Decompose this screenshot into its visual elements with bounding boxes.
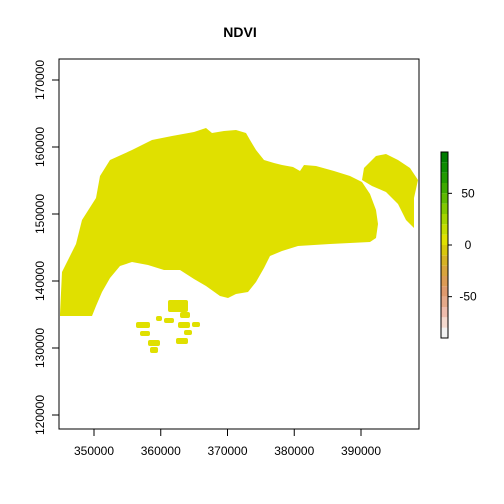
legend-color-bin [441, 203, 448, 214]
x-tick-label: 390000 [341, 444, 381, 458]
southern-islet [150, 347, 158, 353]
y-tick-label: 170000 [33, 60, 47, 100]
southern-islet [176, 338, 188, 344]
legend-color-bin [441, 317, 448, 328]
legend-tick-label: 50 [461, 186, 475, 200]
legend-tick-label: 0 [465, 238, 472, 252]
legend-color-bin [441, 162, 448, 173]
southern-islet [184, 330, 192, 335]
legend-color-bin [441, 265, 448, 276]
southern-islet [192, 322, 200, 327]
legend-color-bin [441, 296, 448, 307]
east-land-area [362, 154, 418, 228]
legend-color-bin [441, 193, 448, 204]
legend-color-bin [441, 234, 448, 245]
southern-islet [140, 331, 150, 336]
legend-tick-label: -50 [459, 290, 477, 304]
y-tick-label: 120000 [33, 395, 47, 435]
y-tick-label: 150000 [33, 194, 47, 234]
legend-color-bin [441, 152, 448, 163]
x-tick-label: 380000 [274, 444, 314, 458]
legend-color-bin [441, 276, 448, 287]
southern-islet [136, 322, 150, 328]
southern-islet [178, 322, 190, 328]
southern-islet [168, 300, 188, 312]
legend-color-bin [441, 214, 448, 225]
y-axis: 120000 130000 140000 150000 160000 170000 [33, 60, 60, 435]
southern-islet [164, 318, 174, 323]
y-tick-label: 160000 [33, 127, 47, 167]
southern-islet [180, 312, 190, 318]
southern-islet [148, 340, 160, 346]
y-tick-label: 130000 [33, 328, 47, 368]
x-tick-label: 370000 [207, 444, 247, 458]
legend-color-bin [441, 307, 448, 318]
y-tick-label: 140000 [33, 261, 47, 301]
raster-land-area [60, 128, 418, 353]
southern-islet [156, 316, 162, 321]
main-island [60, 128, 378, 316]
color-legend: 50 0 -50 [440, 151, 477, 339]
legend-color-bin [441, 172, 448, 183]
x-tick-label: 350000 [74, 444, 114, 458]
legend-color-bin [441, 286, 448, 297]
legend-color-bin [441, 183, 448, 194]
legend-color-bin [441, 224, 448, 235]
x-axis: 350000 360000 370000 380000 390000 [74, 428, 381, 458]
legend-color-bin [441, 327, 448, 338]
legend-color-bin [441, 245, 448, 256]
legend-color-bin [441, 255, 448, 266]
x-tick-label: 360000 [141, 444, 181, 458]
chart-title: NDVI [223, 24, 256, 40]
